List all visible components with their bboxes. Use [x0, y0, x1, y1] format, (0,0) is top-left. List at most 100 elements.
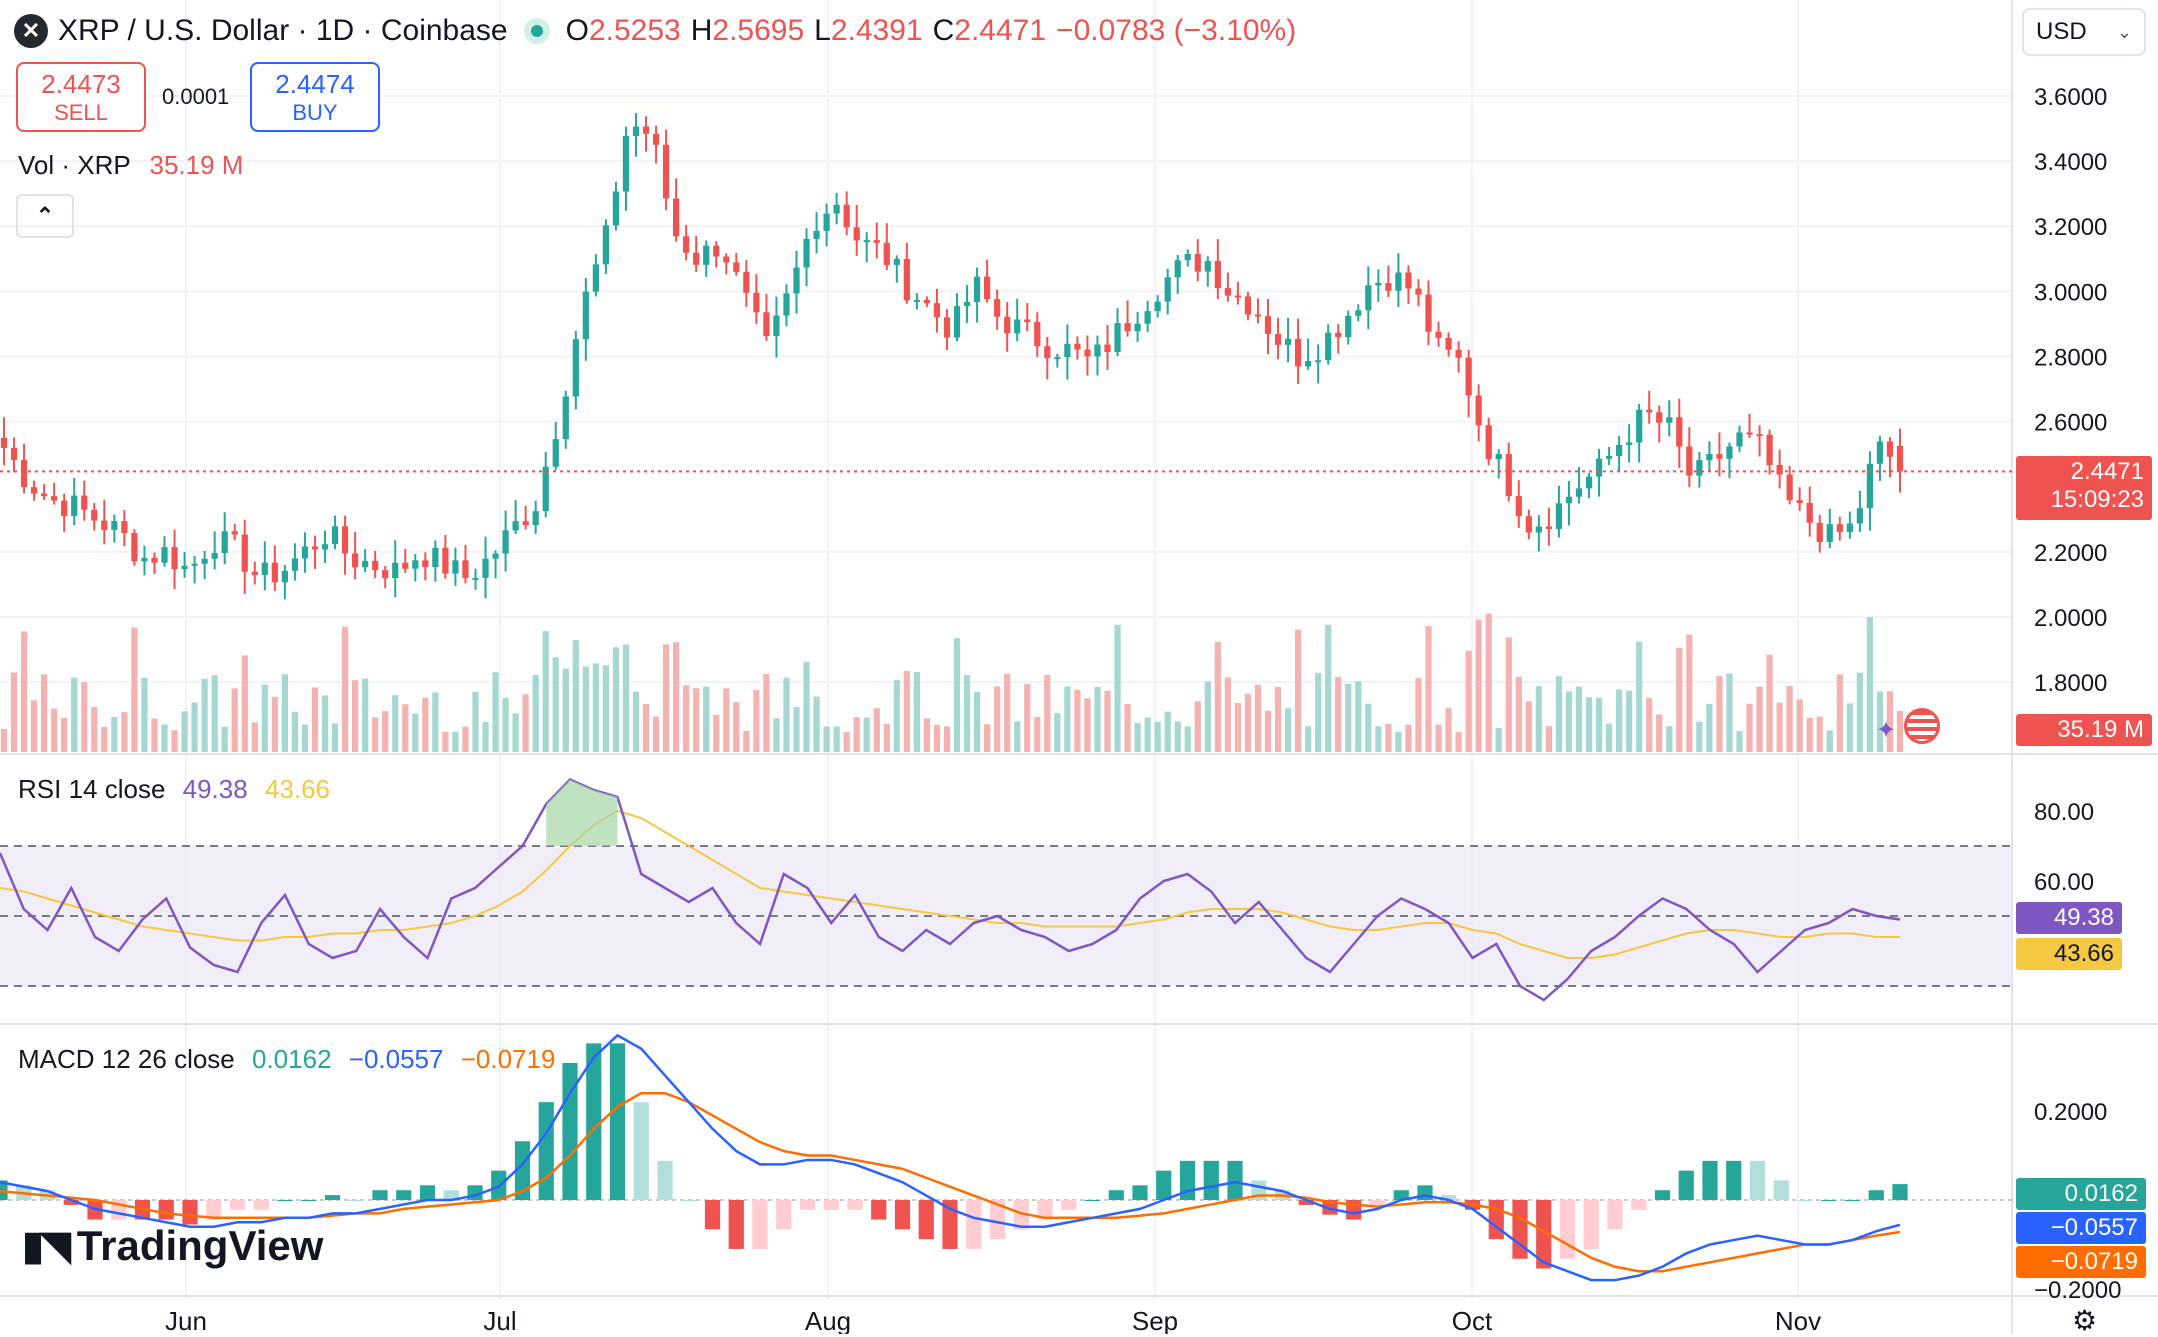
macd-histogram-bar [396, 1190, 412, 1200]
volume-bar [151, 718, 158, 752]
candle-body [913, 299, 920, 302]
candle-body [71, 495, 78, 516]
volume-bar [1355, 681, 1362, 752]
candle-body [1826, 524, 1833, 542]
sell-button[interactable]: 2.4473 SELL [16, 62, 146, 132]
candle-body [1134, 323, 1141, 332]
volume-bar [532, 675, 539, 752]
volume-bar [652, 716, 660, 752]
buy-label: BUY [292, 99, 338, 125]
candle-body [422, 560, 429, 567]
candle-body [382, 570, 389, 579]
volume-bar [111, 716, 118, 752]
macd-histogram-bar [942, 1200, 958, 1249]
macd-histogram-bar [657, 1160, 673, 1200]
macd-histogram-bar [1393, 1190, 1409, 1200]
volume-bar [422, 697, 429, 752]
volume-bar [1585, 697, 1593, 752]
buy-price: 2.4474 [275, 68, 355, 99]
candle-body [1565, 496, 1573, 504]
candle-body [1555, 503, 1563, 529]
volume-bar [1656, 714, 1663, 752]
price-tick-label: 2.2000 [2034, 540, 2107, 567]
volume-bar [1284, 708, 1292, 752]
macd-tick-label: −0.2000 [2034, 1277, 2121, 1304]
candle-body [1214, 261, 1221, 289]
rsi-ma-line [0, 809, 1900, 959]
volume-bar [813, 696, 820, 752]
macd-histogram-bar [324, 1195, 341, 1200]
candle-body [1495, 453, 1502, 460]
volume-bar [352, 680, 359, 752]
macd-histogram-bar [823, 1200, 839, 1210]
candle-body [81, 495, 88, 510]
volume-tag: 35.19 M [2016, 714, 2152, 746]
candle-body [161, 547, 168, 563]
volume-bar [181, 711, 188, 752]
volume-bar [572, 640, 579, 752]
volume-bar [943, 726, 951, 752]
candle-body [412, 560, 419, 569]
collapse-button[interactable]: ⌃ [16, 194, 74, 238]
macd-histogram-bar [1797, 1200, 1813, 1201]
price-tick-label: 3.6000 [2034, 84, 2107, 111]
ohlc-high: H2.5695 [690, 14, 805, 47]
macd-histogram-bar [989, 1200, 1006, 1240]
candle-body [1405, 272, 1412, 289]
candle-body [1455, 349, 1462, 358]
volume-bar [231, 688, 238, 752]
volume-bar [1706, 703, 1713, 752]
candle-body [432, 547, 439, 567]
candle-body [1004, 316, 1011, 334]
volume-bar [1776, 702, 1783, 752]
volume-label: Vol · XRP [18, 150, 131, 180]
candle-body [1535, 526, 1542, 533]
currency-select[interactable]: USD ⌄ [2022, 8, 2146, 56]
price-tick-label: 2.0000 [2034, 605, 2107, 632]
candle-body [1244, 296, 1252, 315]
volume-bar [1736, 731, 1743, 752]
volume-bar [512, 713, 519, 752]
volume-bar [492, 672, 499, 752]
volume-bar [1124, 703, 1131, 752]
candle-body [1846, 523, 1853, 532]
volume-bar [1315, 672, 1322, 752]
rsi-band [0, 846, 2012, 986]
candle-body [181, 565, 188, 570]
volume-bar [1305, 726, 1312, 752]
volume-bar [1475, 619, 1482, 752]
volume-bar [1856, 672, 1863, 752]
candle-body [1104, 344, 1111, 352]
candle-body [191, 563, 198, 566]
macd-histogram-bar [538, 1102, 554, 1200]
candle-body [1415, 288, 1422, 295]
candle-body [693, 252, 700, 265]
volume-bar [662, 644, 670, 752]
events-icon[interactable]: ✦ [1876, 706, 1940, 746]
candle-body [1585, 476, 1593, 489]
candle-body [1274, 333, 1282, 345]
macd-histogram-bar [1726, 1160, 1742, 1200]
sparkle-icon: ✦ [1876, 717, 1897, 744]
macd-histogram-bar [1132, 1185, 1148, 1200]
candle-body [1435, 331, 1442, 338]
candle-body [131, 533, 138, 562]
candle-body [1766, 434, 1773, 466]
macd-histogram-bar [1868, 1190, 1884, 1200]
candle-body [20, 459, 28, 488]
volume-bar [1134, 723, 1141, 752]
volume-bar [271, 696, 278, 752]
volume-bar [1565, 691, 1573, 752]
volume-bar [201, 678, 208, 752]
macd-histogram-bar [1678, 1170, 1694, 1200]
volume-bar [462, 726, 469, 752]
macd-histogram-bar [847, 1200, 863, 1210]
candle-body [1044, 346, 1051, 359]
candle-body [171, 547, 178, 570]
settings-icon[interactable]: ⚙ [2072, 1305, 2098, 1336]
candle-body [1284, 338, 1292, 345]
volume-bar [1836, 674, 1843, 752]
buy-button[interactable]: 2.4474 BUY [250, 62, 380, 132]
macd-histogram-bar [1441, 1195, 1457, 1200]
